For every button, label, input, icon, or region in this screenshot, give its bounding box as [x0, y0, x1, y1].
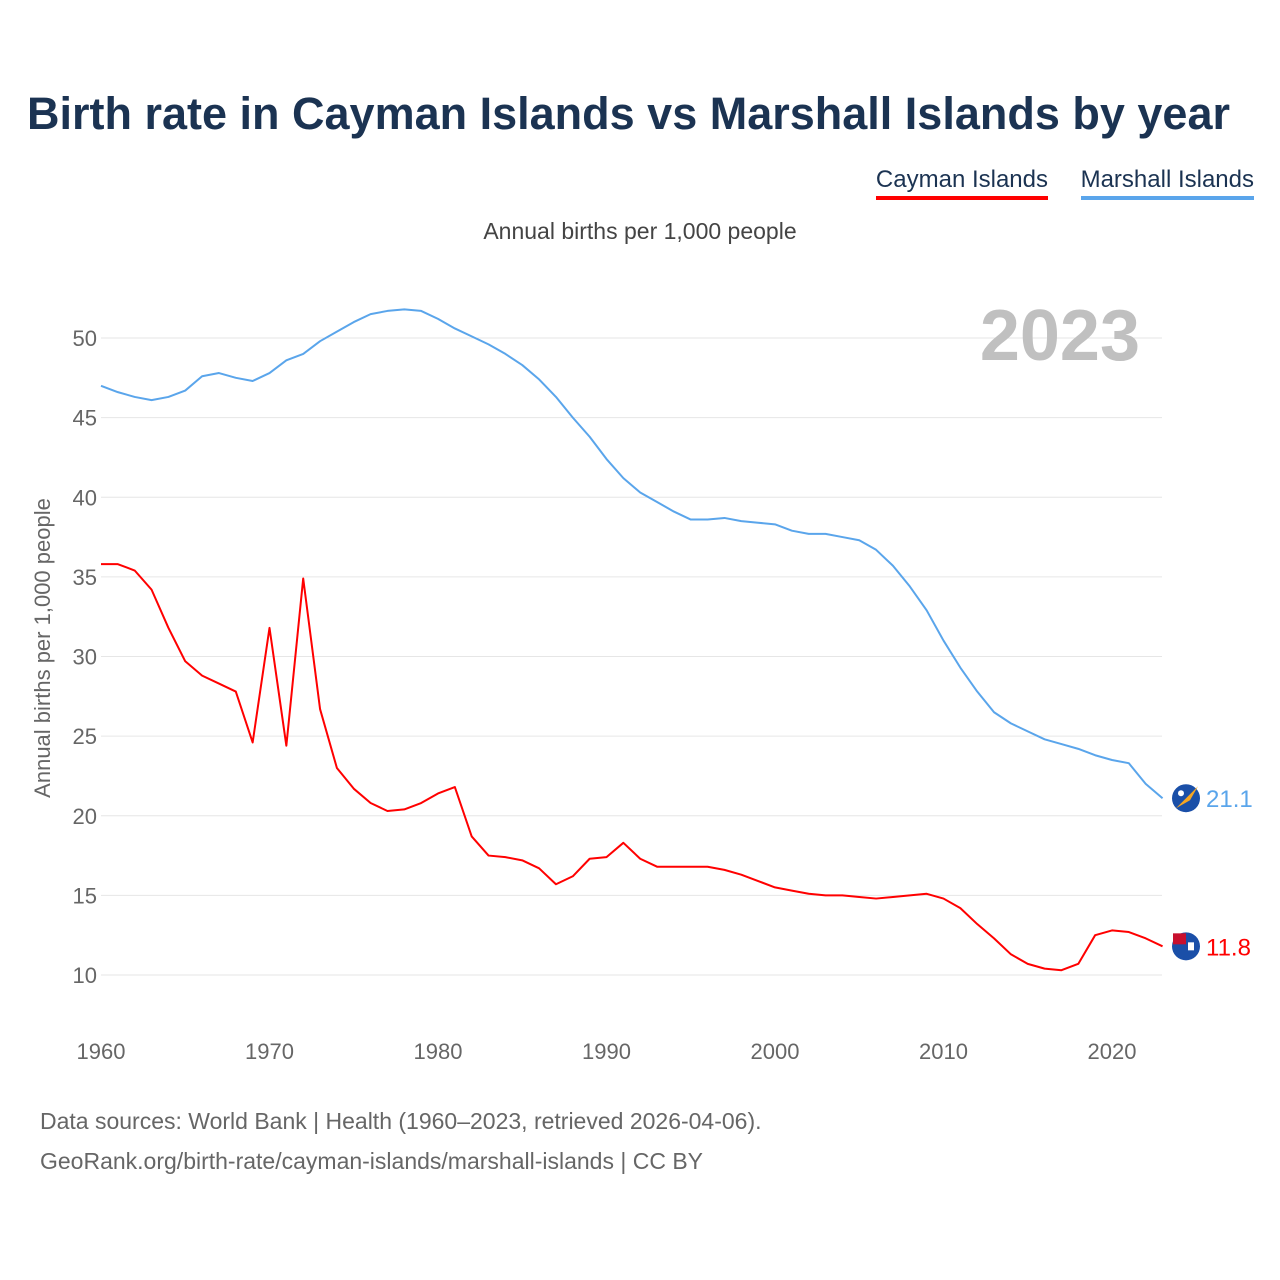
end-value-label: 11.8 [1206, 934, 1251, 961]
y-tick-label: 30 [73, 645, 97, 670]
flag-shield [1188, 942, 1194, 951]
x-tick-label: 2010 [919, 1039, 968, 1064]
x-tick-label: 1970 [245, 1039, 294, 1064]
x-tick-label: 2020 [1088, 1039, 1137, 1064]
flag-star [1178, 790, 1184, 797]
year-label: 2023 [980, 296, 1140, 376]
series-line-marshall-islands [100, 308, 1164, 799]
x-tick-label: 1980 [414, 1039, 463, 1064]
y-tick-label: 25 [73, 724, 97, 749]
legend-cayman-islands[interactable]: Cayman Islands [875, 166, 1048, 200]
x-tick-label: 2000 [751, 1039, 800, 1064]
y-axis-label: Annual births per 1,000 people [30, 498, 55, 798]
y-tick-label: 10 [73, 963, 97, 988]
end-value-label: 21.1 [1206, 786, 1253, 813]
legend-marshall-islands[interactable]: Marshall Islands [1080, 166, 1254, 200]
y-tick-label: 15 [73, 883, 97, 908]
y-tick-label: 35 [73, 565, 97, 590]
chart-subtitle: Annual births per 1,000 people [483, 218, 797, 244]
footer-link[interactable]: GeoRank.org/birth-rate/cayman-islands/ma… [40, 1148, 704, 1174]
y-tick-label: 20 [73, 804, 97, 829]
chart-title: Birth rate in Cayman Islands vs Marshall… [27, 88, 1230, 139]
flag-stripe [1176, 786, 1198, 809]
series-line-cayman-islands [101, 563, 1163, 972]
x-tick-label: 1990 [582, 1039, 631, 1064]
footer-sources: Data sources: World Bank | Health (1960–… [40, 1108, 762, 1134]
y-tick-label: 50 [73, 326, 97, 351]
flag-union-jack [1173, 933, 1186, 945]
y-tick-label: 45 [73, 406, 97, 431]
y-tick-label: 40 [73, 485, 97, 510]
x-tick-label: 1960 [77, 1039, 126, 1064]
